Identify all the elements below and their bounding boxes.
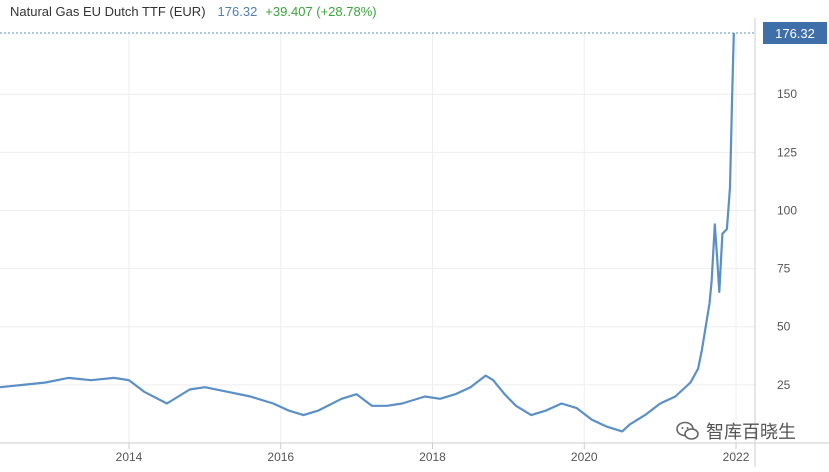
x-tick-label: 2020	[571, 450, 598, 464]
y-tick-label: 50	[777, 320, 791, 334]
series-line	[0, 32, 735, 433]
x-tick-label: 2014	[116, 450, 143, 464]
price-change: +39.407 (+28.78%)	[265, 3, 377, 19]
x-tick-label: 2016	[267, 450, 294, 464]
wechat-icon	[676, 421, 699, 440]
y-tick-label: 75	[777, 262, 791, 276]
x-tick-label: 2022	[723, 450, 750, 464]
watermark: 智库百晓生	[676, 418, 796, 444]
chart-header: Natural Gas EU Dutch TTF (EUR) 176.32 +3…	[10, 2, 377, 20]
last-value-badge-label: 176.32	[775, 26, 815, 41]
last-value: 176.32	[217, 3, 258, 19]
x-tick-label: 2018	[419, 450, 446, 464]
chart-title: Natural Gas EU Dutch TTF (EUR)	[10, 3, 206, 19]
last-value-badge	[763, 22, 827, 44]
y-tick-label: 125	[777, 145, 797, 159]
watermark-text: 智库百晓生	[706, 422, 796, 443]
y-tick-label: 150	[777, 87, 797, 101]
y-tick-label: 25	[777, 378, 791, 392]
y-tick-label: 100	[777, 203, 797, 217]
